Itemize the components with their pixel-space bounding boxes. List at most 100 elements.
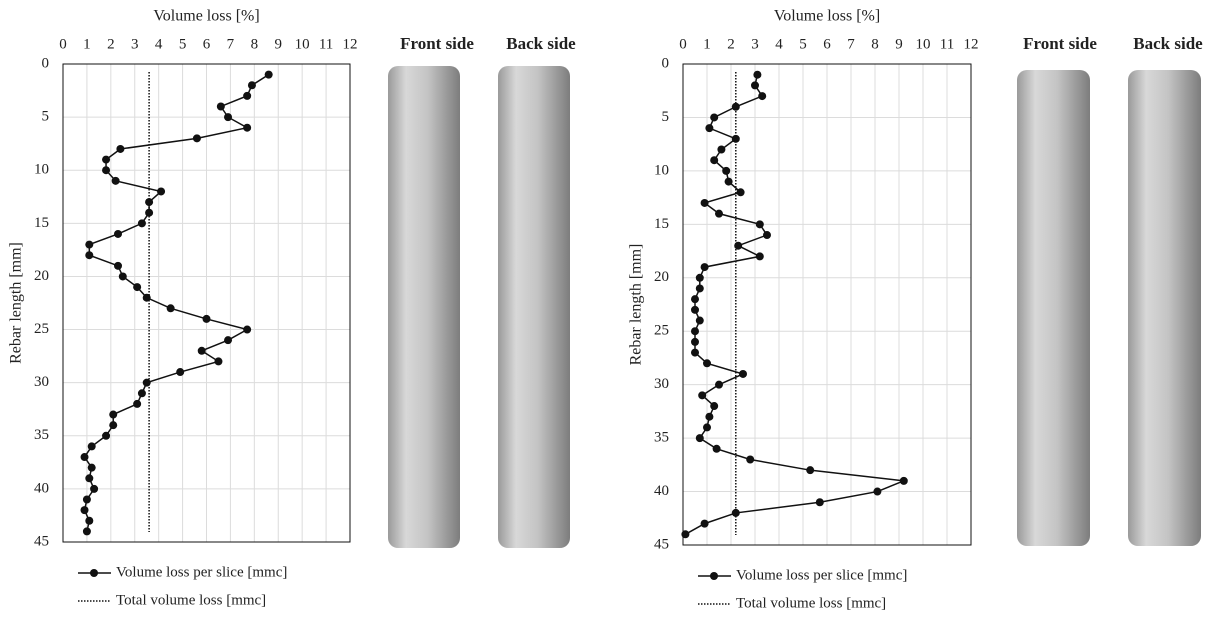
data-point (696, 284, 704, 292)
data-point (102, 432, 110, 440)
y-tick-label: 30 (34, 374, 49, 390)
data-point (705, 413, 713, 421)
y-tick-label: 45 (34, 533, 49, 549)
data-point (739, 370, 747, 378)
data-point (753, 71, 761, 79)
data-point (703, 359, 711, 367)
data-point (696, 434, 704, 442)
y-tick-label: 5 (42, 109, 50, 125)
data-point (83, 496, 91, 504)
y-tick-label: 25 (654, 323, 669, 339)
data-point (90, 485, 98, 493)
data-point (732, 103, 740, 111)
rebar-front-image (1017, 70, 1090, 546)
data-point (243, 326, 251, 334)
x-axis-title: Volume loss [%] (153, 8, 259, 25)
data-point (198, 347, 206, 355)
x-tick-label: 7 (227, 36, 235, 52)
figure: Front side Back side Front side Back sid… (0, 0, 1215, 617)
data-point (681, 530, 689, 538)
x-tick-label: 1 (703, 36, 711, 52)
y-axis-title: Rebar length [mm] (628, 244, 645, 366)
x-tick-label: 9 (275, 36, 283, 52)
y-tick-label: 10 (654, 162, 669, 178)
data-point (248, 81, 256, 89)
x-tick-label: 5 (179, 36, 187, 52)
data-point (116, 145, 124, 153)
legend-label: Total volume loss [mmc] (736, 595, 886, 611)
y-tick-label: 45 (654, 536, 669, 552)
data-point (737, 188, 745, 196)
x-tick-label: 8 (871, 36, 879, 52)
data-point (85, 517, 93, 525)
rebar-back-image (1128, 70, 1201, 546)
x-tick-label: 2 (107, 36, 115, 52)
data-point (701, 199, 709, 207)
x-tick-label: 11 (940, 36, 954, 52)
data-point (85, 251, 93, 259)
x-axis-title: Volume loss [%] (774, 8, 880, 25)
legend-marker (710, 572, 718, 580)
data-point (715, 381, 723, 389)
image-label: Front side (400, 34, 474, 53)
legend-marker (90, 569, 98, 577)
data-point (756, 220, 764, 228)
data-point (167, 304, 175, 312)
y-tick-label: 10 (34, 162, 49, 178)
x-tick-label: 11 (319, 36, 333, 52)
data-point (758, 92, 766, 100)
data-point (138, 389, 146, 397)
data-point (722, 167, 730, 175)
data-point (698, 391, 706, 399)
legend-label: Volume loss per slice [mmc] (736, 567, 907, 583)
image-label: Front side (1023, 34, 1097, 53)
data-point (176, 368, 184, 376)
data-point (193, 134, 201, 142)
data-point (224, 113, 232, 121)
x-tick-label: 10 (916, 36, 931, 52)
y-axis-title: Rebar length [mm] (8, 242, 25, 364)
legend-label: Volume loss per slice [mmc] (116, 564, 287, 580)
data-point (701, 520, 709, 528)
y-tick-label: 0 (662, 55, 670, 71)
rebar-front-image (388, 66, 460, 548)
data-point (109, 411, 117, 419)
y-tick-label: 40 (654, 483, 669, 499)
y-tick-label: 15 (654, 216, 669, 232)
x-tick-label: 12 (964, 36, 979, 52)
data-point (806, 466, 814, 474)
data-point (691, 295, 699, 303)
y-tick-label: 20 (654, 269, 669, 285)
data-point (102, 166, 110, 174)
x-tick-label: 6 (823, 36, 831, 52)
data-point (701, 263, 709, 271)
y-tick-label: 35 (654, 430, 669, 446)
x-tick-label: 4 (155, 36, 163, 52)
x-tick-label: 5 (799, 36, 807, 52)
data-point (88, 464, 96, 472)
data-point (157, 187, 165, 195)
x-tick-label: 2 (727, 36, 735, 52)
data-point (112, 177, 120, 185)
data-point (83, 527, 91, 535)
y-tick-label: 25 (34, 321, 49, 337)
x-tick-label: 0 (679, 36, 687, 52)
y-tick-label: 40 (34, 480, 49, 496)
data-point (710, 402, 718, 410)
data-point (85, 474, 93, 482)
data-point (746, 455, 754, 463)
data-point (265, 71, 273, 79)
data-point (691, 338, 699, 346)
x-tick-label: 1 (83, 36, 91, 52)
data-point (138, 219, 146, 227)
data-point (717, 146, 725, 154)
data-point (85, 241, 93, 249)
x-tick-label: 3 (751, 36, 759, 52)
data-point (873, 488, 881, 496)
data-point (203, 315, 211, 323)
x-tick-label: 10 (295, 36, 310, 52)
data-point (710, 156, 718, 164)
y-tick-label: 5 (662, 109, 670, 125)
x-tick-label: 7 (847, 36, 855, 52)
data-point (751, 81, 759, 89)
